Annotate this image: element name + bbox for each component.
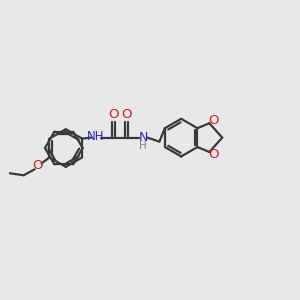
Text: O: O xyxy=(208,114,219,127)
Text: O: O xyxy=(121,108,131,121)
Text: H: H xyxy=(139,140,146,151)
Text: N: N xyxy=(139,131,148,144)
Text: O: O xyxy=(208,148,219,161)
Text: O: O xyxy=(32,159,43,172)
Text: O: O xyxy=(108,108,119,121)
Text: NH: NH xyxy=(87,130,105,143)
